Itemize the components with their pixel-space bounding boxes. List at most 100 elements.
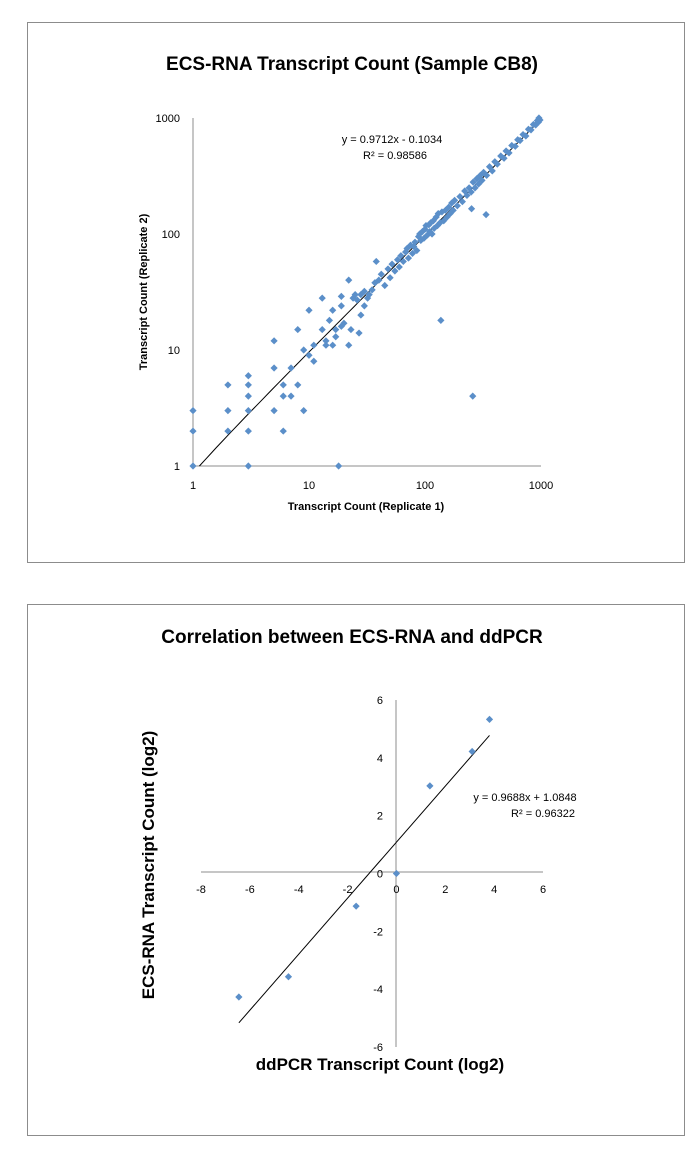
- chart-2-x-tick-label: -6: [245, 884, 255, 896]
- chart-2-data-point: [468, 747, 476, 756]
- chart-1-y-tick-label: 10: [168, 345, 180, 357]
- chart-1-data-point: [453, 202, 461, 210]
- chart-1-data-point: [270, 337, 278, 345]
- chart-1-data-point: [244, 372, 252, 380]
- chart-1-data-point: [388, 260, 396, 268]
- chart-1-data-point: [224, 407, 232, 415]
- chart-1-data-point: [360, 302, 368, 310]
- chart-1-data-point: [426, 227, 434, 236]
- chart-1-data-point: [337, 302, 345, 310]
- chart-1-data-point: [244, 462, 252, 470]
- chart-1-data-point: [372, 257, 380, 266]
- chart-1-data-point: [279, 392, 287, 400]
- chart-1-data-point: [325, 316, 334, 324]
- chart-1-data-point: [417, 236, 425, 245]
- chart-1-data-point: [469, 178, 477, 186]
- chart-1-data-point: [432, 213, 440, 221]
- chart-1-data-point: [332, 333, 340, 341]
- chart-1-data-point: [445, 203, 453, 211]
- chart-1-x-label: Transcript Count (Replicate 1): [288, 501, 445, 513]
- chart-1-trend-r2: R² = 0.98586: [363, 150, 427, 162]
- chart-2-y-label: ECS-RNA Transcript Count (log2): [139, 731, 158, 1000]
- chart-1-data-point: [430, 224, 438, 232]
- chart-1-data-point: [318, 294, 326, 302]
- chart-1-data-point: [322, 341, 330, 349]
- chart-1-data-point: [357, 311, 365, 319]
- chart-1-data-point: [461, 187, 469, 195]
- chart-1-data-point: [399, 257, 407, 266]
- chart-1-data-point: [437, 316, 445, 324]
- chart-1-data-point: [502, 147, 510, 155]
- chart-1-data-point: [475, 180, 483, 188]
- chart-1-data-point: [270, 407, 278, 415]
- chart-2-x-tick-label: -8: [196, 884, 206, 896]
- chart-2-data-point: [235, 993, 243, 1001]
- chart-1-trend-equation: y = 0.9712x - 0.1034: [342, 134, 443, 146]
- chart-1-data-point: [368, 286, 376, 294]
- chart-1-data-point: [349, 294, 357, 302]
- chart-1-data-point: [365, 291, 373, 299]
- chart-1-data-point: [335, 462, 343, 470]
- chart-1-data-point: [300, 407, 308, 415]
- chart-1-data-point: [279, 381, 287, 389]
- chart-1-data-point: [467, 188, 475, 196]
- chart-1-data-point: [345, 341, 353, 349]
- chart-1-data-point: [451, 196, 459, 204]
- chart-1-data-point: [408, 249, 417, 258]
- chart-1-data-point: [467, 205, 476, 213]
- chart-1-data-point: [329, 306, 337, 314]
- chart-1-data-point: [500, 154, 508, 162]
- chart-1-data-point: [428, 230, 436, 238]
- chart-2-x-tick-label: -4: [294, 884, 304, 896]
- chart-2-title: Correlation between ECS-RNA and ddPCR: [161, 627, 543, 648]
- chart-1-data-point: [340, 319, 348, 327]
- chart-2-x-tick-label: 2: [442, 884, 448, 896]
- chart-1-x-tick-label: 100: [416, 480, 434, 492]
- chart-1-data-point: [310, 357, 318, 365]
- chart-2-data-point: [426, 782, 434, 790]
- chart-1-data-point: [522, 132, 530, 140]
- chart-2-x-tick-label: 4: [491, 884, 497, 896]
- chart-1-data-point: [391, 267, 399, 275]
- chart-1-data-point: [377, 270, 385, 278]
- chart-1-data-point: [351, 291, 359, 299]
- chart-1-data-point: [456, 193, 464, 201]
- chart-1-data-point: [463, 191, 471, 200]
- chart-2-y-tick-label: 2: [377, 811, 383, 823]
- chart-1-data-point: [337, 292, 345, 300]
- chart-1-data-point: [224, 427, 232, 435]
- chart-1-data-point: [478, 176, 486, 184]
- chart-1-data-point: [355, 329, 363, 337]
- chart-1-data-point: [244, 392, 252, 400]
- chart-1-data-point: [384, 265, 392, 273]
- chart-2-y-tick-label: 4: [377, 753, 383, 765]
- chart-2-x-tick-label: 0: [393, 884, 399, 896]
- chart-1-data-point: [300, 346, 308, 354]
- chart-1-x-tick-label: 1000: [529, 480, 553, 492]
- chart-1-data-point: [473, 175, 481, 183]
- chart-2-y-tick-label: -6: [373, 1042, 383, 1054]
- chart-1-data-point: [189, 427, 197, 435]
- chart-1-data-point: [224, 381, 232, 389]
- chart-1-data-point: [371, 279, 379, 287]
- chart-1-data-point: [418, 227, 427, 236]
- chart-1-data-point: [244, 427, 252, 435]
- chart-2-x-label: ddPCR Transcript Count (log2): [256, 1055, 504, 1074]
- chart-2-data-point: [284, 973, 293, 981]
- chart-1-data-point: [244, 407, 252, 415]
- chart-1-data-point: [488, 167, 496, 175]
- chart-1-data-point: [189, 407, 197, 415]
- chart-2-trend-equation: y = 0.9688x + 1.0848: [473, 792, 576, 804]
- chart-1-data-point: [483, 171, 491, 180]
- chart-2-y-tick-label: -4: [373, 984, 383, 996]
- chart-2-trend-r2: R² = 0.96322: [511, 808, 575, 820]
- chart-1-data-point: [536, 116, 544, 124]
- chart-1-data-point: [318, 325, 326, 334]
- chart-1-data-point: [508, 141, 516, 150]
- chart-1-data-point: [434, 209, 442, 218]
- chart-2-data-point: [485, 715, 494, 723]
- chart-1-data-point: [270, 364, 278, 372]
- chart-1-data-point: [482, 210, 490, 219]
- chart-1-data-point: [294, 325, 302, 334]
- chart-2-data-point: [352, 902, 360, 910]
